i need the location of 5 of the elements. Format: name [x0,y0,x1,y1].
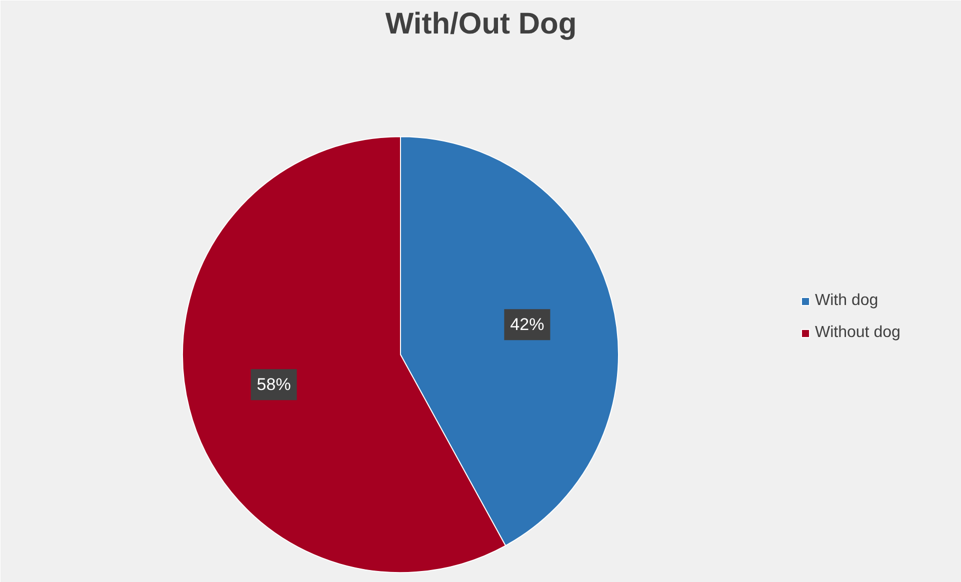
legend-label: Without dog [815,324,900,342]
data-label: 58% [256,375,291,394]
legend-label: With dog [815,292,878,310]
data-label: 42% [510,315,544,334]
chart-title: With/Out Dog [385,8,577,40]
